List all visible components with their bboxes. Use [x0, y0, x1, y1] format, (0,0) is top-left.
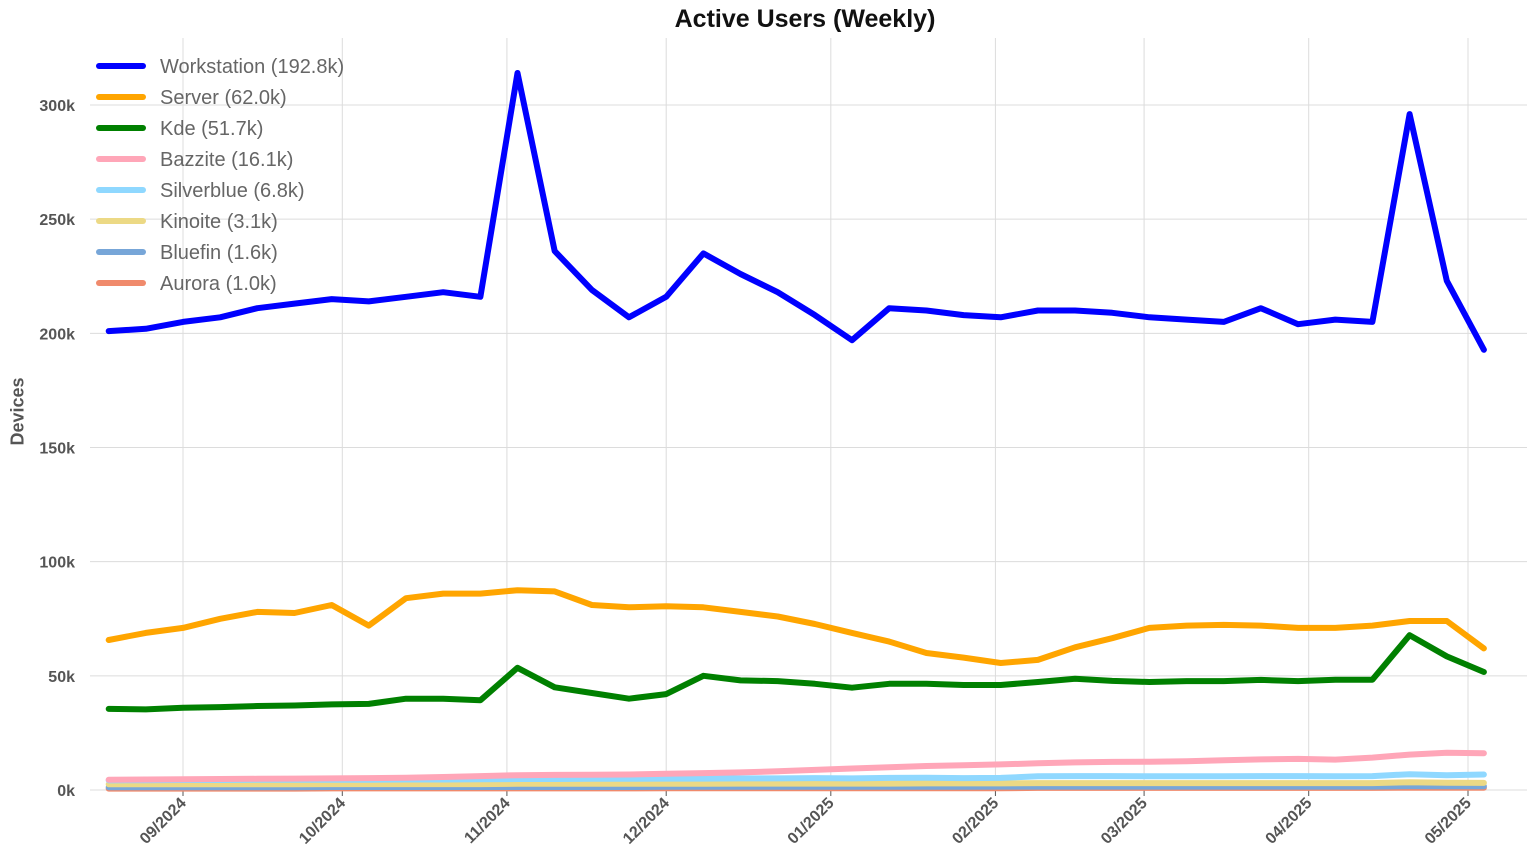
y-tick-label: 150k: [39, 441, 75, 458]
x-tick-label: 10/2024: [296, 795, 349, 848]
series-line-workstation: [105, 70, 1487, 353]
legend-label-kde: Kde (51.7k): [160, 118, 263, 140]
legend-label-server: Server (62.0k): [160, 87, 287, 109]
series-line-kde: [105, 632, 1487, 713]
series-line-server: [105, 587, 1487, 666]
x-tick-label: 04/2025: [1263, 795, 1316, 848]
y-tick-label: 250k: [39, 212, 75, 229]
legend-label-bluefin: Bluefin (1.6k): [160, 242, 278, 264]
x-tick-label: 03/2025: [1098, 795, 1151, 848]
x-tick-label: 09/2024: [137, 795, 190, 848]
x-tick-label: 12/2024: [620, 795, 673, 848]
legend-label-aurora: Aurora (1.0k): [160, 273, 277, 295]
y-tick-label: 200k: [39, 326, 75, 343]
series-line-bazzite: [105, 749, 1487, 783]
x-tick-label: 02/2025: [949, 795, 1002, 848]
y-tick-label: 300k: [39, 98, 75, 115]
legend-label-silverblue: Silverblue (6.8k): [160, 180, 305, 202]
x-tick-label: 11/2024: [461, 795, 513, 847]
legend-label-kinoite: Kinoite (3.1k): [160, 211, 278, 233]
x-tick-label: 05/2025: [1422, 795, 1475, 848]
series-line-kinoite: [105, 779, 1487, 788]
y-tick-label: 0k: [57, 783, 75, 800]
x-tick-label: 01/2025: [785, 795, 838, 848]
y-tick-label: 50k: [48, 669, 75, 686]
legend-label-workstation: Workstation (192.8k): [160, 56, 344, 78]
chart-title: Active Users (Weekly): [674, 5, 936, 33]
y-tick-label: 100k: [39, 555, 75, 572]
legend-label-bazzite: Bazzite (16.1k): [160, 149, 293, 171]
